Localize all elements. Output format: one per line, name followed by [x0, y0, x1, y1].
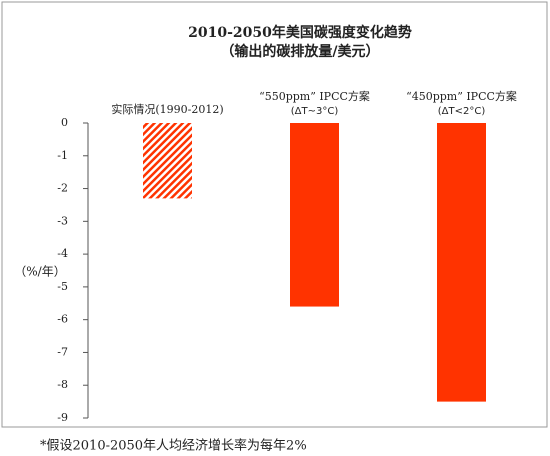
bar	[143, 123, 192, 199]
y-tick-label: -9	[57, 411, 68, 424]
y-tick-label: -2	[57, 182, 68, 195]
chart-title: 2010-2050年美国碳强度变化趋势	[188, 24, 412, 41]
frame	[1, 1, 548, 428]
bar	[437, 123, 486, 402]
y-tick-label: -6	[57, 313, 68, 326]
y-axis-label: （%/年）	[14, 265, 65, 279]
category-label: “450ppm” IPCC方案	[406, 89, 517, 103]
chart-subtitle: （输出的碳排放量/美元）	[220, 43, 379, 60]
y-tick-label: -5	[57, 280, 68, 293]
category-sublabel: (ΔT<2°C)	[438, 106, 486, 117]
bar	[290, 123, 339, 307]
category-sublabel: (ΔT~3°C)	[291, 106, 339, 117]
y-tick-label: -1	[57, 149, 68, 162]
y-tick-label: -3	[57, 214, 68, 227]
category-label: 实际情况(1990-2012)	[111, 102, 223, 116]
y-tick-label: -8	[57, 378, 68, 391]
y-tick-label: -4	[57, 247, 68, 260]
footnote: *假设2010-2050年人均经济增长率为每年2%	[40, 438, 307, 454]
y-tick-label: -7	[57, 345, 68, 358]
y-tick-label: 0	[61, 116, 68, 129]
category-label: “550ppm” IPCC方案	[259, 89, 370, 103]
